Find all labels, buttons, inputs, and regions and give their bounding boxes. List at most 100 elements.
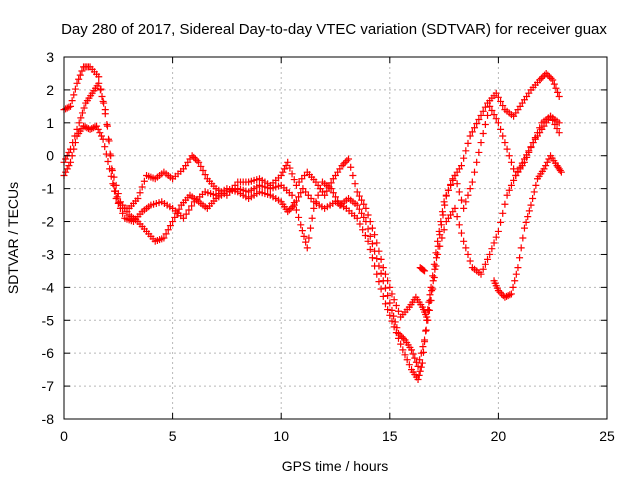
data-point xyxy=(377,269,385,277)
data-point xyxy=(373,270,381,278)
data-point xyxy=(510,165,518,173)
data-point xyxy=(455,188,463,196)
y-tick-label: 3 xyxy=(46,49,54,65)
data-point xyxy=(188,202,196,210)
data-point xyxy=(457,162,465,170)
data-point xyxy=(434,250,442,258)
data-point xyxy=(173,209,181,217)
data-point xyxy=(78,109,86,117)
data-point xyxy=(190,153,198,161)
data-point xyxy=(356,220,364,228)
data-point xyxy=(193,157,201,165)
data-point xyxy=(530,188,538,196)
series-1 xyxy=(60,102,563,384)
data-point xyxy=(396,331,404,339)
data-points xyxy=(60,63,565,384)
data-point xyxy=(550,80,558,88)
y-tick-label: -3 xyxy=(42,246,55,262)
data-point xyxy=(277,171,285,179)
data-point xyxy=(496,288,504,296)
data-point xyxy=(473,158,481,166)
data-point xyxy=(386,311,394,319)
data-point xyxy=(543,158,551,166)
data-point xyxy=(403,356,411,364)
data-point xyxy=(286,164,294,172)
data-point xyxy=(514,264,522,272)
x-tick-label: 20 xyxy=(491,428,507,444)
data-point xyxy=(435,227,443,235)
data-point xyxy=(512,270,520,278)
data-point xyxy=(505,152,513,160)
data-point xyxy=(494,93,502,101)
data-point xyxy=(553,125,561,133)
data-point xyxy=(436,242,444,250)
data-point xyxy=(76,71,84,79)
data-point xyxy=(371,247,379,255)
y-tick-label: -7 xyxy=(42,378,55,394)
y-tick-label: -2 xyxy=(42,214,55,230)
data-point xyxy=(295,213,303,221)
data-point xyxy=(185,206,193,214)
data-point xyxy=(379,264,387,272)
data-point xyxy=(388,290,396,298)
data-point xyxy=(518,159,526,167)
data-point xyxy=(462,244,470,252)
data-point xyxy=(492,233,500,241)
chart-title: Day 280 of 2017, Sidereal Day-to-day VTE… xyxy=(61,21,607,38)
x-tick-label: 15 xyxy=(382,428,398,444)
data-point xyxy=(191,155,199,163)
data-point xyxy=(416,356,424,364)
data-point xyxy=(70,91,78,99)
data-point xyxy=(285,206,293,214)
data-point xyxy=(424,316,432,324)
data-point xyxy=(501,293,509,301)
data-point xyxy=(375,278,383,286)
data-point xyxy=(477,270,485,278)
data-point xyxy=(113,193,121,201)
data-point xyxy=(86,125,94,133)
data-point xyxy=(408,346,416,354)
data-point xyxy=(100,99,108,107)
data-point xyxy=(422,326,430,334)
data-point xyxy=(368,254,376,262)
data-point xyxy=(343,157,351,165)
data-point xyxy=(307,224,315,232)
data-point xyxy=(486,250,494,258)
data-point xyxy=(471,124,479,132)
data-point xyxy=(338,162,346,170)
data-point xyxy=(334,197,342,205)
data-point xyxy=(522,218,530,226)
data-point xyxy=(405,361,413,369)
data-point xyxy=(295,193,303,201)
data-point xyxy=(160,234,168,242)
data-point xyxy=(62,155,70,163)
data-point xyxy=(438,208,446,216)
data-point xyxy=(75,119,83,127)
data-point xyxy=(427,283,435,291)
data-point xyxy=(460,204,468,212)
data-point xyxy=(292,206,300,214)
series-2 xyxy=(60,63,563,321)
data-point xyxy=(300,232,308,240)
data-point xyxy=(552,84,560,92)
data-point xyxy=(399,334,407,342)
data-point xyxy=(199,167,207,175)
data-point xyxy=(537,74,545,82)
data-point xyxy=(394,329,402,337)
data-point xyxy=(95,73,103,81)
data-point xyxy=(341,158,349,166)
data-point xyxy=(75,75,83,83)
data-point xyxy=(290,176,298,184)
data-point xyxy=(362,218,370,226)
data-point xyxy=(417,349,425,357)
data-point xyxy=(447,181,455,189)
data-point xyxy=(510,176,518,184)
data-point xyxy=(65,103,73,111)
data-point xyxy=(442,192,450,200)
data-point xyxy=(503,191,511,199)
data-point xyxy=(284,158,292,166)
data-point xyxy=(466,257,474,265)
data-point xyxy=(345,155,353,163)
data-point xyxy=(417,363,425,371)
